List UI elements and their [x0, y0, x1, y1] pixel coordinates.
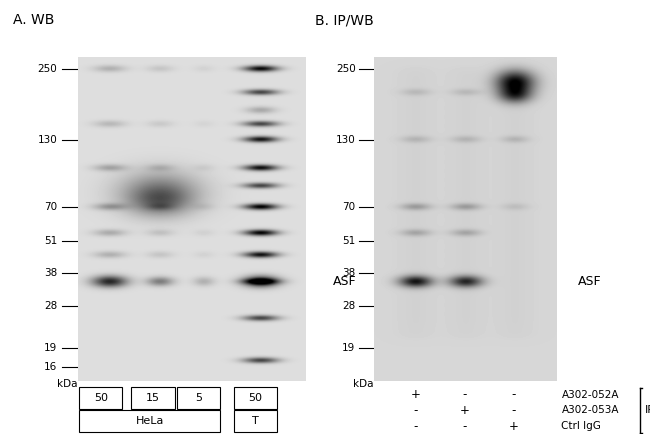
- Text: A. WB: A. WB: [13, 13, 55, 27]
- Text: -: -: [413, 420, 418, 433]
- Bar: [79, 410, 220, 432]
- Text: 130: 130: [336, 135, 356, 145]
- Text: 51: 51: [44, 236, 57, 246]
- Text: 250: 250: [336, 64, 356, 74]
- Text: T: T: [252, 416, 259, 426]
- Text: 70: 70: [44, 202, 57, 212]
- Text: ASF: ASF: [578, 276, 601, 288]
- Text: Ctrl IgG: Ctrl IgG: [562, 421, 601, 431]
- Text: -: -: [413, 404, 418, 417]
- Text: 70: 70: [343, 202, 356, 212]
- Text: 16: 16: [44, 362, 57, 371]
- Text: kDa: kDa: [57, 379, 78, 389]
- Bar: [177, 387, 220, 409]
- Text: -: -: [463, 388, 467, 401]
- Text: ASF: ASF: [333, 276, 356, 288]
- Text: +: +: [460, 404, 470, 417]
- Bar: [131, 387, 175, 409]
- Text: A302-052A: A302-052A: [562, 389, 619, 399]
- Text: 28: 28: [343, 301, 356, 311]
- Text: -: -: [463, 420, 467, 433]
- Text: HeLa: HeLa: [135, 416, 164, 426]
- Bar: [79, 387, 122, 409]
- Text: 28: 28: [44, 301, 57, 311]
- Text: -: -: [512, 388, 516, 401]
- Bar: [234, 410, 277, 432]
- Text: +: +: [411, 388, 421, 401]
- Text: 38: 38: [343, 268, 356, 278]
- Text: 38: 38: [44, 268, 57, 278]
- Text: IP: IP: [645, 406, 650, 416]
- Text: A302-053A: A302-053A: [562, 406, 619, 416]
- Bar: [234, 387, 277, 409]
- Text: 50: 50: [94, 393, 108, 403]
- Text: 19: 19: [44, 343, 57, 353]
- Text: +: +: [509, 420, 519, 433]
- Text: -: -: [512, 404, 516, 417]
- Text: 50: 50: [248, 393, 263, 403]
- Text: 19: 19: [343, 343, 356, 353]
- Text: 51: 51: [343, 236, 356, 246]
- Text: 130: 130: [37, 135, 57, 145]
- Text: 250: 250: [37, 64, 57, 74]
- Text: 5: 5: [195, 393, 202, 403]
- Text: kDa: kDa: [353, 379, 374, 389]
- Text: B. IP/WB: B. IP/WB: [315, 13, 374, 27]
- Text: 15: 15: [146, 393, 160, 403]
